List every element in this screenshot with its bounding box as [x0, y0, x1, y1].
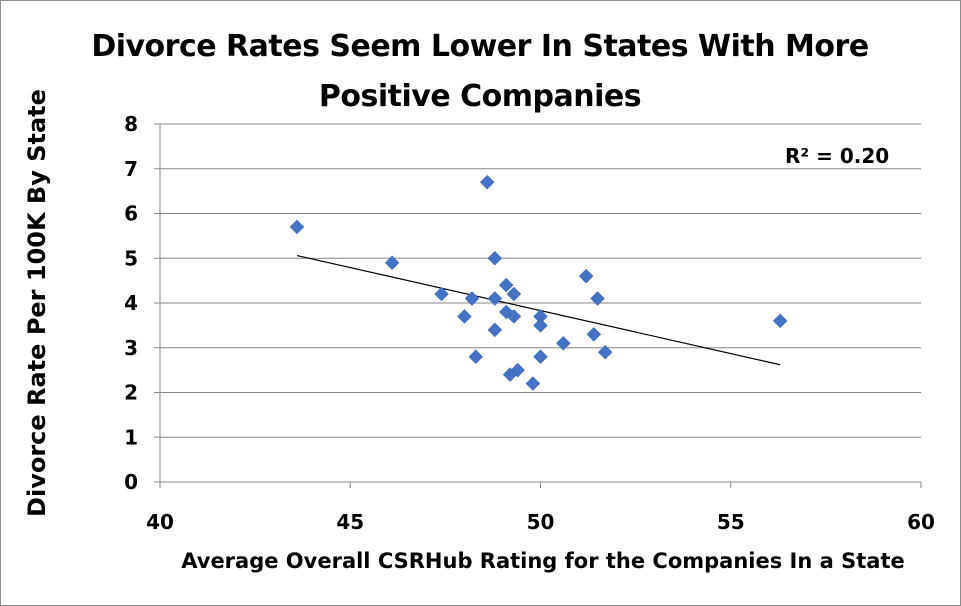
data-point-9 — [487, 322, 503, 338]
data-point-21 — [578, 268, 594, 284]
data-point-22 — [590, 291, 605, 306]
data-point-14 — [506, 309, 522, 324]
data-point-18 — [533, 318, 548, 333]
data-point-8 — [487, 291, 503, 306]
trendline — [296, 254, 781, 366]
y-tick-label-7: 7 — [124, 157, 138, 181]
y-tick-label-8: 8 — [124, 112, 138, 136]
y-tick-label-3: 3 — [124, 336, 138, 360]
data-point-23 — [586, 326, 602, 342]
data-point-5 — [468, 349, 484, 365]
data-point-1 — [384, 255, 400, 271]
data-point-3 — [457, 309, 472, 324]
data-point-10 — [498, 277, 514, 293]
chart-title-line-2: Positive Companies — [318, 79, 642, 114]
r-squared-annotation: R² = 0.20 — [785, 144, 889, 168]
data-point-15 — [510, 362, 526, 378]
y-tick-labels: 0 1 2 3 4 5 6 7 8 — [124, 112, 138, 494]
data-point-13 — [506, 286, 522, 302]
data-point-7 — [487, 250, 503, 266]
axes — [154, 123, 922, 488]
y-tick-label-0: 0 — [124, 470, 138, 494]
x-tick-label-40: 40 — [146, 510, 174, 534]
data-points — [289, 174, 788, 391]
y-axis-title: Divorce Rate Per 100K By State — [23, 89, 51, 517]
y-tick-label-5: 5 — [124, 246, 138, 270]
data-point-0 — [289, 219, 305, 235]
data-point-2 — [434, 286, 449, 302]
x-tick-label-60: 60 — [907, 510, 935, 534]
x-tick-label-50: 50 — [527, 510, 555, 534]
gridlines — [160, 123, 921, 438]
y-tick-label-1: 1 — [124, 425, 138, 449]
chart-title: Divorce Rates Seem Lower In States With … — [60, 22, 900, 122]
chart-title-line-1: Divorce Rates Seem Lower In States With … — [91, 29, 869, 64]
data-point-6 — [479, 174, 495, 190]
data-point-20 — [555, 335, 571, 351]
x-tick-label-45: 45 — [336, 510, 364, 534]
data-point-4 — [464, 291, 480, 306]
y-tick-label-2: 2 — [124, 381, 138, 405]
data-point-25 — [772, 313, 788, 329]
trendline-group — [296, 254, 781, 366]
x-tick-label-55: 55 — [717, 510, 745, 534]
x-tick-labels: 40 45 50 55 60 — [146, 510, 935, 534]
data-point-24 — [597, 344, 613, 360]
y-tick-label-4: 4 — [124, 291, 138, 315]
data-point-19 — [533, 349, 548, 365]
x-axis-title: Average Overall CSRHub Rating for the Co… — [181, 549, 904, 573]
data-point-16 — [525, 376, 541, 391]
y-tick-label-6: 6 — [124, 202, 138, 226]
